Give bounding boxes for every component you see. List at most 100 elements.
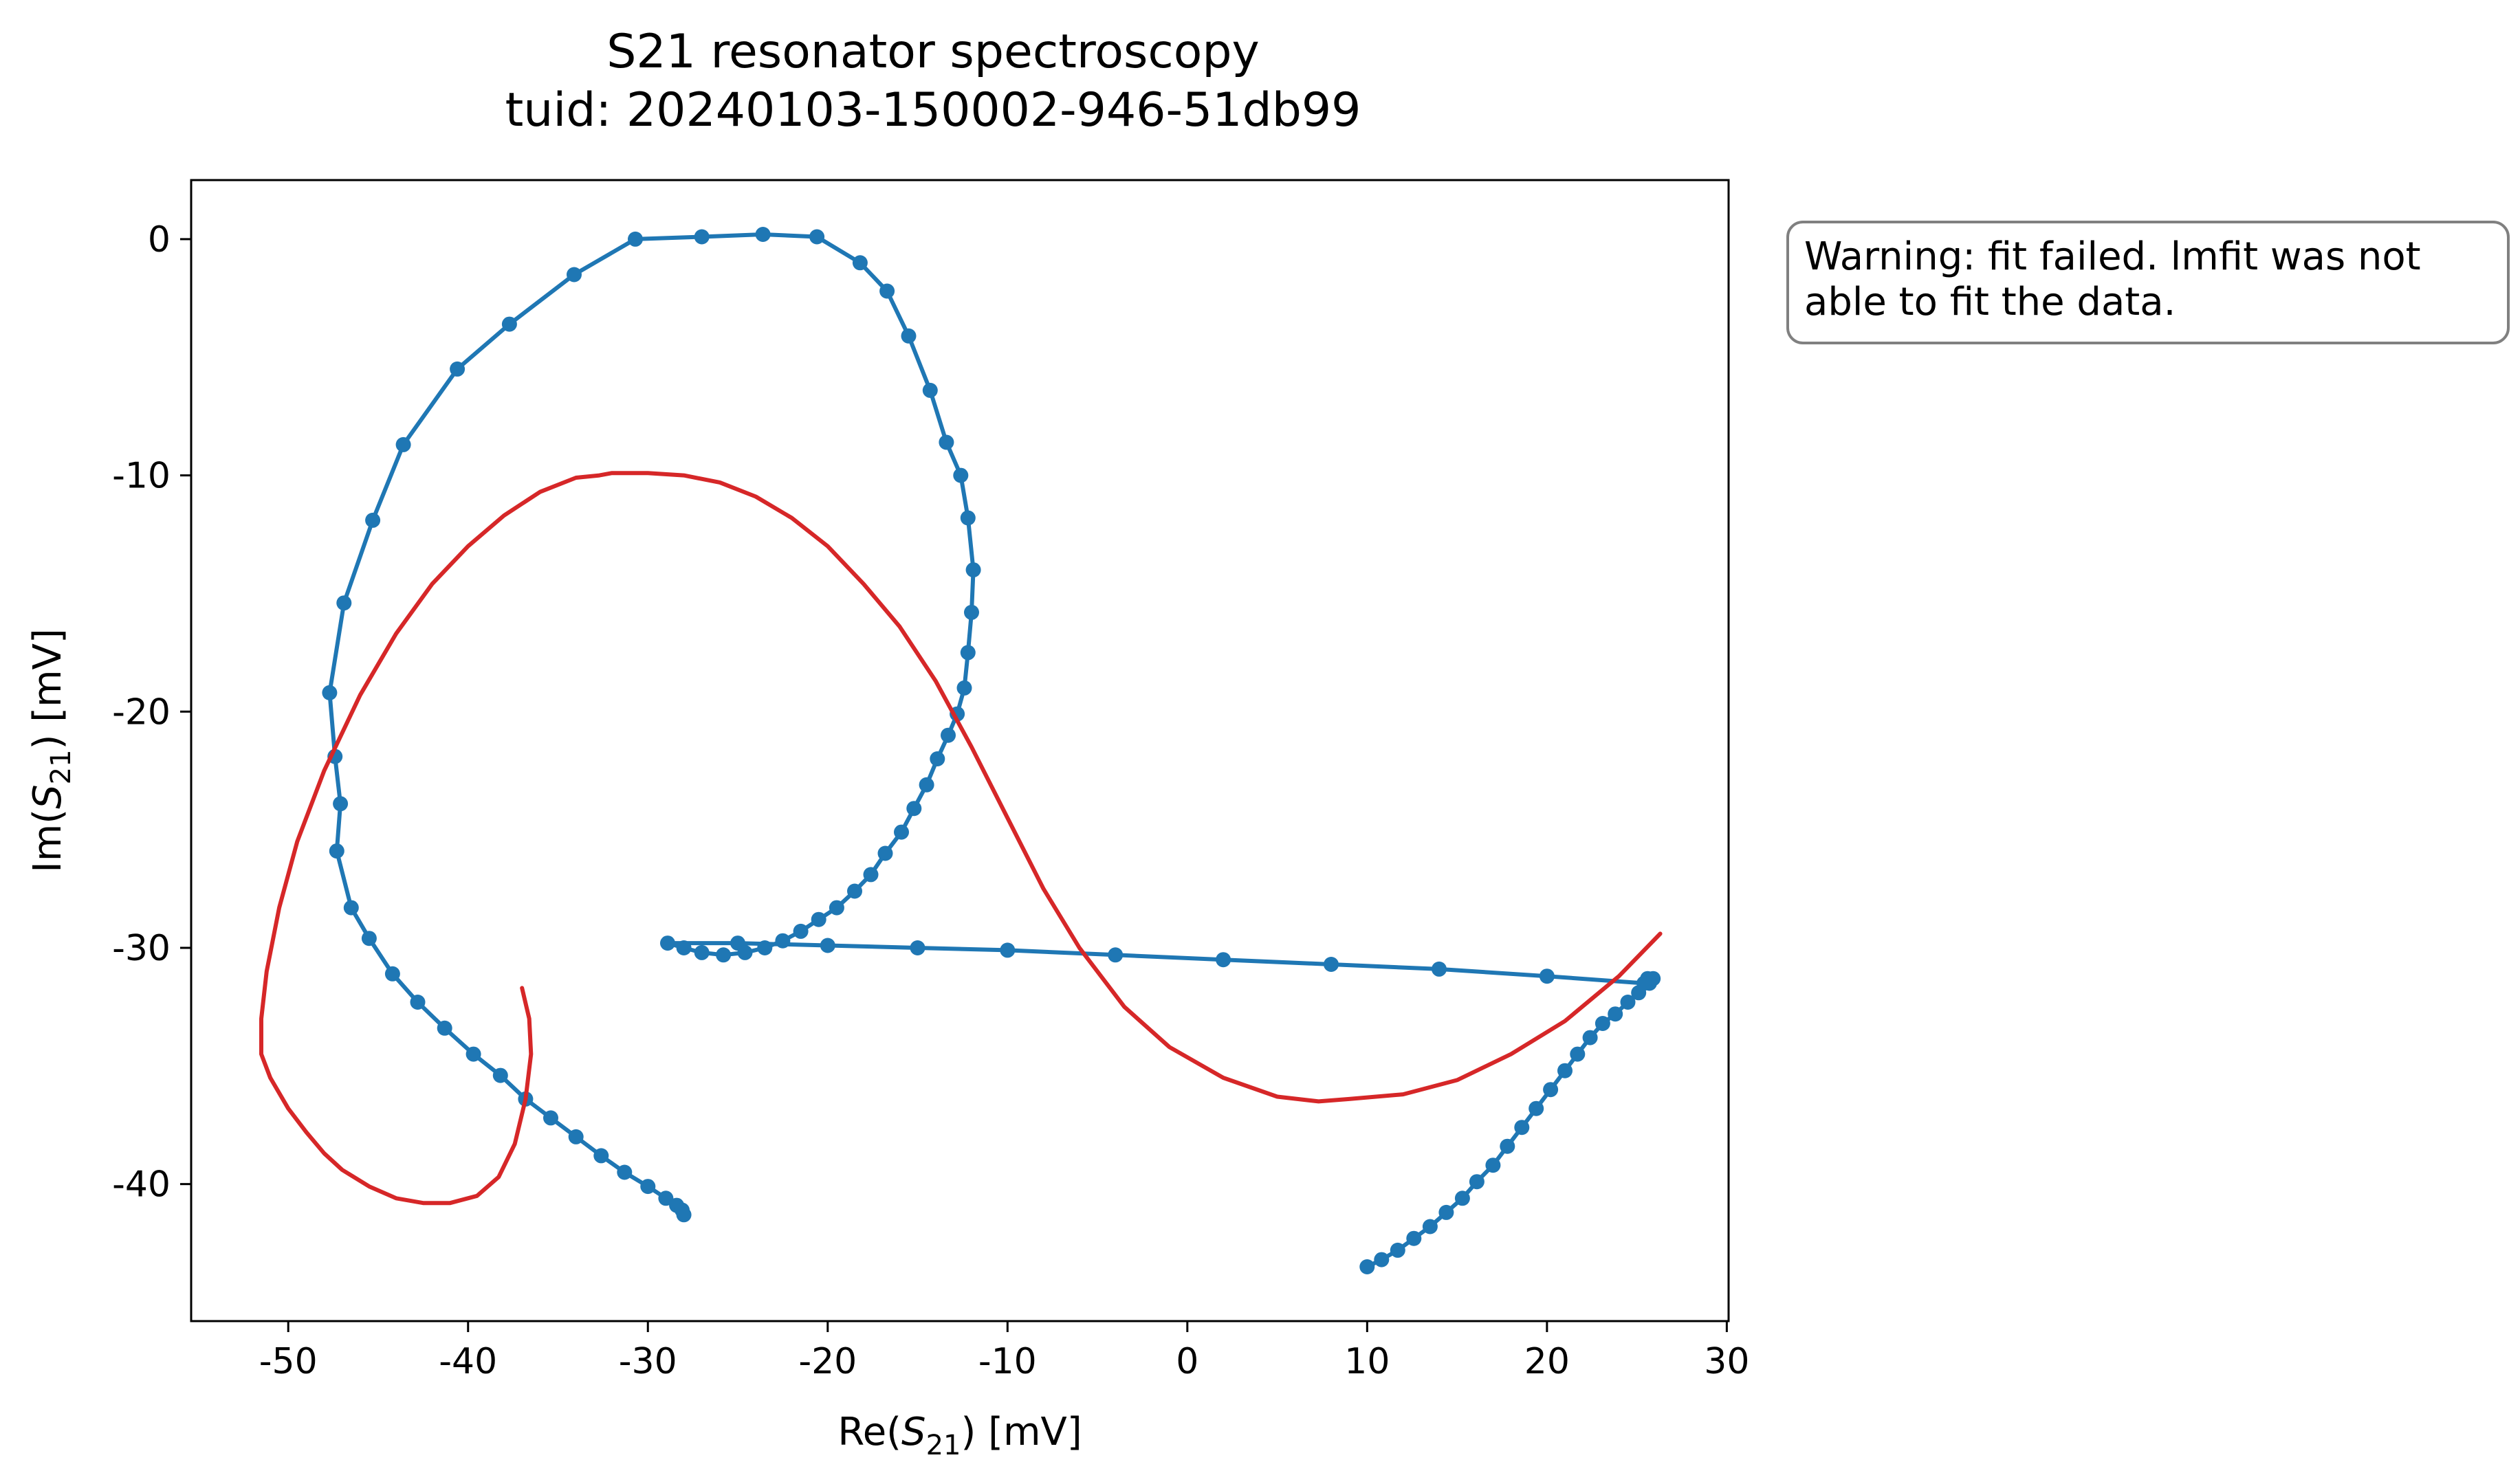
data-point [1438, 1204, 1454, 1220]
warning-box [1786, 221, 2510, 344]
data-point [757, 940, 773, 955]
y-axis-label-symbol: S [25, 784, 70, 809]
data-point [1432, 961, 1447, 977]
data-point [809, 229, 825, 245]
data-point [894, 824, 909, 840]
y-tick-label: -10 [112, 456, 171, 497]
data-point [395, 436, 411, 452]
data-point [1000, 942, 1016, 958]
x-tick-label: 0 [1176, 1341, 1198, 1382]
data-point [1324, 957, 1339, 972]
data-point [901, 328, 917, 344]
data-point [1529, 1100, 1544, 1116]
data-point [877, 845, 893, 861]
data-point [1595, 1016, 1610, 1031]
y-tick-label: -20 [112, 691, 171, 733]
data-point [1374, 1252, 1390, 1267]
data-point [1454, 1190, 1470, 1206]
y-axis-label-suffix: ) [mV] [25, 628, 70, 749]
data-point [365, 512, 381, 528]
data-point [939, 434, 954, 450]
data-point [1500, 1138, 1515, 1154]
x-tick-label: 10 [1344, 1341, 1390, 1382]
data-point [1620, 995, 1636, 1010]
data-point [941, 727, 956, 743]
data-point [1557, 1063, 1573, 1078]
data-point [568, 1129, 584, 1144]
data-point [343, 900, 359, 916]
x-axis-label-symbol: S [901, 1410, 926, 1454]
data-point [437, 1020, 452, 1036]
data-point [593, 1148, 609, 1164]
data-point [384, 966, 400, 982]
x-tick-label: 30 [1704, 1341, 1749, 1382]
data-point [658, 1190, 674, 1206]
x-tick-label: -10 [978, 1341, 1037, 1382]
data-point [910, 940, 925, 955]
warning-annotation: Warning: fit failed. lmfit was not able … [1786, 221, 2510, 344]
data-series-line [327, 232, 1656, 1269]
data-point [863, 867, 879, 883]
data-point [1543, 1082, 1559, 1098]
x-tick-label: 20 [1524, 1341, 1570, 1382]
data-point [906, 801, 922, 817]
x-tick-label: -50 [259, 1341, 318, 1382]
data-point [694, 944, 710, 960]
data-point [660, 935, 675, 951]
data-point [820, 938, 835, 953]
data-point [755, 227, 771, 242]
x-axis-label-suffix: ) [mV] [961, 1410, 1082, 1454]
data-point [492, 1067, 508, 1083]
x-tick-label: -30 [619, 1341, 677, 1382]
data-point [465, 1046, 481, 1062]
warning-text-line-1: Warning: fit failed. lmfit was not [1804, 234, 2421, 279]
data-point [1570, 1046, 1586, 1062]
data-point [716, 947, 732, 963]
data-point [640, 1179, 656, 1195]
data-point [322, 685, 338, 700]
y-axis-label: Im(S21) [mV] [25, 628, 77, 873]
data-point [329, 843, 344, 859]
data-point [1636, 975, 1652, 991]
plot-area [190, 179, 1730, 1322]
x-axis-label: Re(S21) [mV] [837, 1410, 1082, 1461]
data-point [543, 1110, 558, 1126]
data-point [1359, 1259, 1375, 1274]
data-point [410, 995, 426, 1010]
data-point [676, 1207, 692, 1223]
data-point [361, 931, 377, 946]
data-point [847, 883, 862, 899]
data-point [1582, 1030, 1598, 1045]
data-point [1108, 947, 1124, 963]
data-point [1390, 1242, 1405, 1258]
axes-frame [190, 179, 1730, 1322]
warning-text-line-2: able to fit the data. [1804, 280, 2176, 324]
data-point [333, 796, 349, 812]
data-point [811, 911, 826, 927]
y-tick-label: -30 [112, 928, 171, 969]
data-point [852, 255, 868, 271]
data-point [930, 751, 945, 766]
data-point [1469, 1174, 1484, 1190]
data-point [960, 645, 976, 661]
data-point [567, 267, 582, 283]
data-point [919, 777, 934, 793]
y-axis-ticks: 0 -10 -20 -30 -40 [112, 219, 191, 1206]
data-point [793, 923, 809, 939]
chart-subtitle: tuid: 20240103-150002-946-51db99 [505, 83, 1361, 137]
data-point [1406, 1230, 1422, 1246]
data-point [964, 604, 979, 620]
y-axis-label-subscript: 21 [45, 749, 77, 784]
data-point [922, 382, 938, 398]
data-point [960, 510, 976, 526]
data-point [1539, 968, 1555, 984]
data-point [676, 940, 692, 955]
x-axis-ticks: -50 -40 -30 -20 -10 0 10 20 30 [259, 1321, 1749, 1382]
y-tick-label: -40 [112, 1164, 171, 1206]
data-point [829, 900, 844, 916]
data-point [336, 595, 352, 611]
y-tick-label: 0 [148, 219, 171, 261]
x-axis-label-subscript: 21 [926, 1430, 961, 1461]
data-point [879, 283, 895, 299]
